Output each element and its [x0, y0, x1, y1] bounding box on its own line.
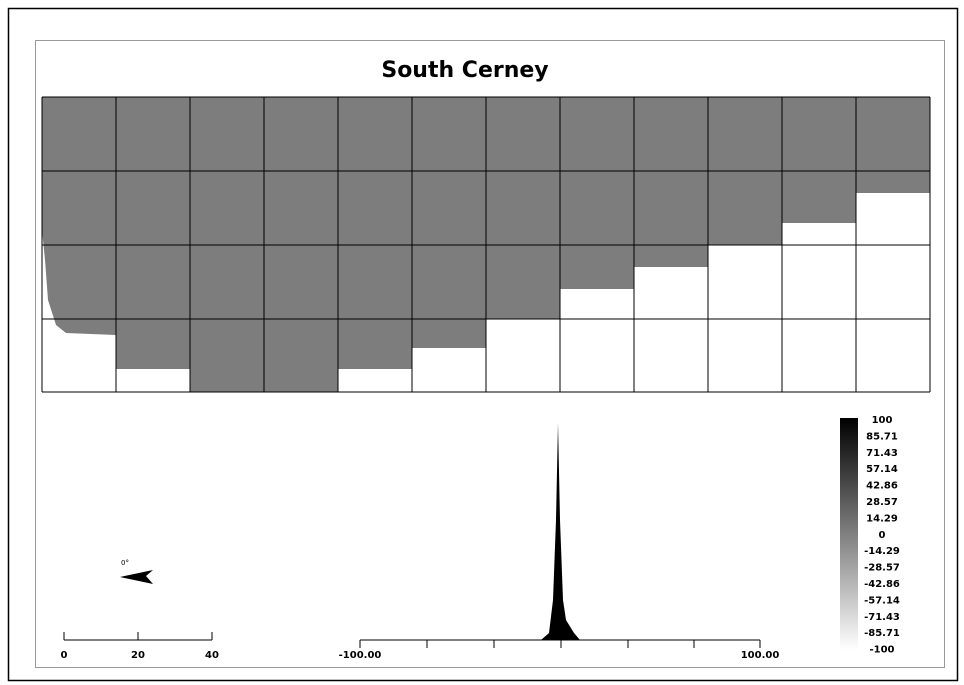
legend-label: 57.14 — [866, 464, 898, 475]
legend-label: 85.71 — [866, 431, 898, 442]
scale-label: 0 — [61, 650, 68, 661]
legend-label: 71.43 — [866, 448, 898, 459]
legend-label: 100 — [872, 415, 893, 426]
legend-label: -57.14 — [864, 595, 900, 606]
legend-ramp — [840, 418, 858, 650]
legend-label: -28.57 — [864, 563, 900, 574]
legend-label: -42.86 — [864, 579, 900, 590]
legend-label: -71.43 — [864, 612, 900, 623]
legend-label: 28.57 — [866, 497, 898, 508]
legend-label: -85.71 — [864, 628, 900, 639]
map-title: South Cerney — [381, 58, 548, 83]
histogram-label: -100.00 — [339, 650, 382, 661]
scale-label: 40 — [205, 650, 219, 661]
scale-label: 20 — [131, 650, 145, 661]
legend-label: 42.86 — [866, 481, 898, 492]
map-layout: South Cerney 0 20 40 0° -100.00 100.00 1… — [0, 0, 964, 685]
legend-label: 14.29 — [866, 513, 898, 524]
legend-label: -100 — [869, 645, 894, 656]
legend-label: 0 — [879, 530, 886, 541]
legend-label: -14.29 — [864, 546, 900, 557]
north-label: 0° — [121, 559, 129, 567]
histogram-label: 100.00 — [741, 650, 780, 661]
